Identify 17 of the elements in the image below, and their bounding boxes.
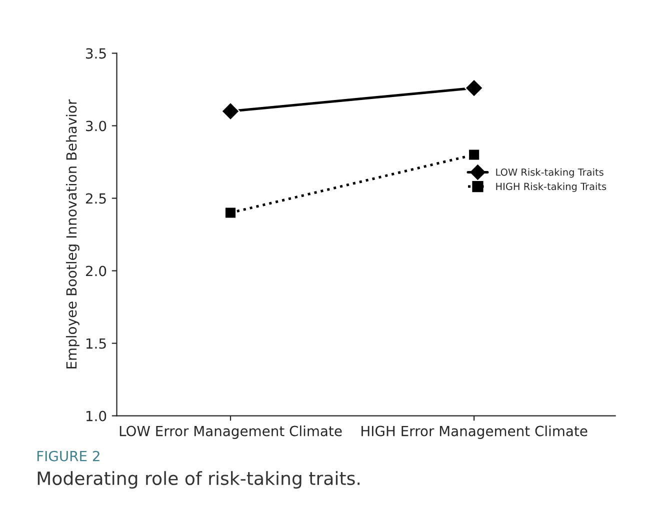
text: Moderating role of risk-taking traits. — [38, 471, 360, 489]
y-tick-label: 3.0 — [86, 120, 106, 132]
y-tick-label: 2.5 — [86, 193, 106, 204]
x-tick-label: LOW Error Management Climate — [120, 426, 342, 439]
point — [224, 206, 237, 219]
legend-label: HIGH Risk-taking Traits — [496, 182, 606, 192]
point — [464, 78, 484, 98]
point — [221, 102, 240, 121]
legend-label: LOW Risk-taking Traits — [496, 168, 604, 178]
y-axis-title: Employee Bootleg Innovation Behavior — [66, 99, 80, 368]
point — [468, 148, 480, 161]
y-tick-label: 1.5 — [86, 338, 106, 349]
y-tick-label: 2.0 — [86, 266, 106, 276]
x-tick-label: HIGH Error Management Climate — [362, 426, 588, 439]
y-tick-label: 3.5 — [86, 48, 106, 59]
y-tick-label: 1.0 — [86, 410, 106, 422]
caption: FIGURE 2 — [37, 450, 100, 462]
